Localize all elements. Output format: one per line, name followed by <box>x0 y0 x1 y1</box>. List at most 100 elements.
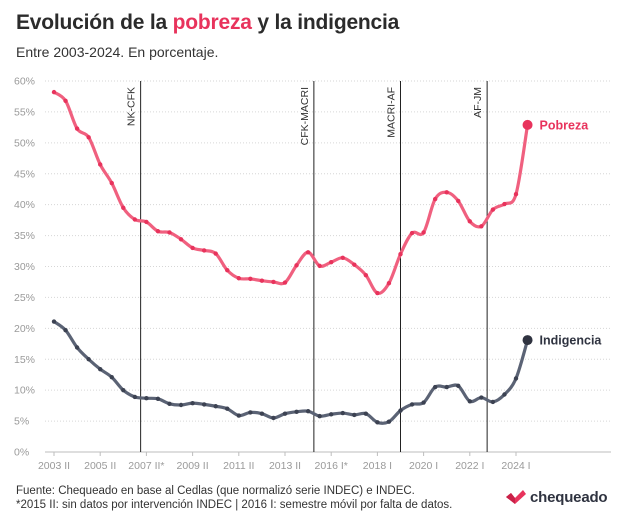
x-tick-label: 2005 II <box>84 460 116 472</box>
x-tick-label: 2020 I <box>409 460 438 472</box>
data-point <box>305 408 311 414</box>
y-tick-label: 0% <box>14 447 29 459</box>
data-point <box>363 272 369 278</box>
data-point <box>456 383 461 389</box>
source-line-1: Fuente: Chequeado en base al Cedlas (que… <box>16 485 415 497</box>
data-point <box>502 201 507 207</box>
data-point <box>409 230 415 236</box>
data-point <box>144 219 149 225</box>
data-point <box>294 409 299 415</box>
data-point <box>329 412 334 417</box>
data-point <box>479 224 484 229</box>
data-point <box>502 392 507 397</box>
data-point <box>340 410 345 416</box>
x-tick-label: 2003 II <box>38 460 70 472</box>
data-point <box>444 190 449 195</box>
title-part-2: y la indigencia <box>251 11 400 34</box>
source-line-2: *2015 II: sin datos por intervención IND… <box>16 499 453 511</box>
x-tick-label: 2009 II <box>177 460 209 472</box>
data-point <box>132 217 138 222</box>
data-point <box>155 396 161 402</box>
data-point <box>513 191 519 197</box>
data-point <box>121 387 126 393</box>
series-line-indigencia <box>52 319 530 425</box>
y-tick-label: 25% <box>14 292 35 304</box>
data-point <box>305 250 311 255</box>
data-point <box>213 251 218 256</box>
data-point <box>421 230 426 235</box>
x-tick-label: 2007 II* <box>128 460 164 472</box>
data-point <box>155 229 161 234</box>
data-point <box>178 402 184 408</box>
data-point <box>271 415 276 421</box>
event-line-label: NK-CFK <box>126 87 138 126</box>
data-point <box>490 399 496 405</box>
logo-text: chequeado <box>530 488 608 506</box>
data-point <box>432 384 438 390</box>
x-tick-label: 2013 II <box>269 460 301 472</box>
chart-subtitle: Entre 2003-2024. En porcentaje. <box>16 44 219 60</box>
data-point <box>63 98 68 103</box>
event-line-label: AF-JM <box>472 87 484 118</box>
y-tick-label: 40% <box>14 199 35 211</box>
data-point <box>363 411 369 416</box>
title-highlight-pobreza: pobreza <box>172 11 252 34</box>
data-point <box>178 237 184 242</box>
series-end-label: Indigencia <box>540 334 603 348</box>
data-point <box>109 374 114 380</box>
data-point <box>74 126 80 131</box>
data-point <box>167 230 172 235</box>
data-point <box>63 327 68 333</box>
data-point <box>398 251 403 257</box>
chequeado-logo[interactable]: chequeado <box>505 487 608 507</box>
data-point <box>513 376 519 381</box>
data-point <box>236 413 241 418</box>
data-point <box>271 279 276 285</box>
data-point <box>490 207 496 212</box>
data-point <box>456 198 461 204</box>
data-point <box>190 400 195 406</box>
data-point <box>409 402 415 407</box>
data-point <box>352 262 357 267</box>
y-tick-label: 30% <box>14 261 35 273</box>
series-end-point <box>522 119 533 130</box>
data-point <box>74 345 80 350</box>
x-tick-label: 2016 I* <box>315 460 348 472</box>
data-point <box>190 245 195 251</box>
y-tick-label: 45% <box>14 168 35 180</box>
chart-title: Evolución de la pobreza y la indigencia <box>16 11 399 35</box>
data-point <box>467 399 472 404</box>
data-point <box>144 396 149 401</box>
data-point <box>421 400 426 405</box>
title-part-1: Evolución de la <box>16 11 173 34</box>
data-point <box>86 357 91 362</box>
source-note: Fuente: Chequeado en base al Cedlas (que… <box>16 484 452 512</box>
data-point <box>167 401 172 406</box>
data-point <box>201 402 207 407</box>
data-point <box>282 280 288 285</box>
data-point <box>86 135 91 140</box>
y-tick-label: 35% <box>14 230 35 242</box>
data-point <box>213 404 218 409</box>
data-point <box>294 263 299 268</box>
x-tick-label: 2024 I <box>501 460 530 472</box>
data-point <box>282 411 288 416</box>
event-line-label: CFK-MACRI <box>299 87 311 145</box>
data-point <box>386 280 392 286</box>
series-end-point <box>522 335 533 346</box>
check-icon <box>506 490 526 504</box>
data-point <box>375 420 380 425</box>
data-point <box>201 248 207 253</box>
data-point <box>386 419 392 424</box>
data-point <box>109 180 114 186</box>
data-point <box>375 290 380 296</box>
data-point <box>317 263 322 269</box>
data-point <box>317 413 322 419</box>
data-point <box>259 411 265 416</box>
data-point <box>259 278 265 283</box>
y-tick-label: 15% <box>14 354 35 366</box>
data-point <box>432 196 438 202</box>
data-point <box>467 219 472 224</box>
data-point <box>329 259 334 265</box>
data-point <box>51 89 57 95</box>
